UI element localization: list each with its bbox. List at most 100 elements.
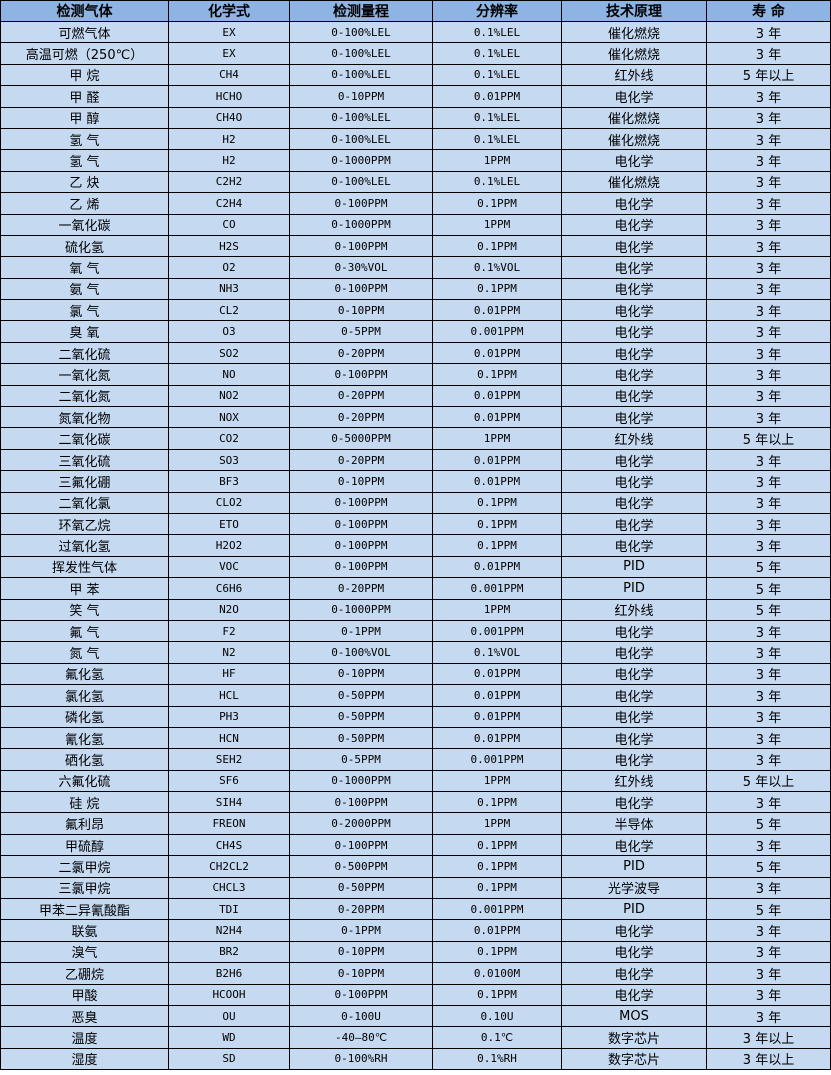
- table-row: 甲苯二异氰酸酯 TDI 0-20PPM 0.001PPM PID 5 年: [0, 898, 831, 921]
- cell-formula: H2O2: [168, 534, 290, 557]
- cell-gas: 氟利昂: [0, 812, 169, 835]
- table-row: 磷化氢 PH3 0-50PPM 0.01PPM 电化学 3 年: [0, 705, 831, 728]
- cell-formula: TDI: [168, 898, 290, 921]
- cell-formula: NO2: [168, 384, 290, 408]
- cell-formula: HF: [168, 662, 290, 686]
- cell-gas: 二氧化硫: [0, 341, 169, 365]
- cell-gas: 氧 气: [0, 256, 169, 279]
- cell-lifetime: 3 年: [706, 641, 831, 664]
- cell-gas: 二氧化氮: [0, 384, 169, 408]
- cell-lifetime: 5 年: [706, 898, 831, 921]
- cell-principle: 电化学: [561, 320, 707, 343]
- cell-range: 0-30%VOL: [289, 256, 433, 279]
- cell-gas: 氯 气: [0, 299, 169, 322]
- table-row: 溴气 BR2 0-10PPM 0.1PPM 电化学 3 年: [0, 940, 831, 964]
- table-row: 三氟化硼 BF3 0-10PPM 0.01PPM 电化学 3 年: [0, 470, 831, 493]
- table-row: 臭 氧 O3 0-5PPM 0.001PPM 电化学 3 年: [0, 320, 831, 343]
- table-row: 湿度 SD 0-100%RH 0.1%RH 数字芯片 3 年以上: [0, 1047, 831, 1071]
- cell-resolution: 0.1PPM: [432, 833, 562, 857]
- cell-formula: SO3: [168, 448, 290, 472]
- cell-principle: 电化学: [561, 341, 707, 365]
- cell-gas: 甲酸: [0, 983, 169, 1006]
- cell-formula: SO2: [168, 341, 290, 365]
- cell-formula: N2O: [168, 598, 290, 621]
- cell-range: 0-1000PPM: [289, 769, 433, 793]
- cell-gas: 甲 醇: [0, 106, 169, 129]
- cell-range: 0-100PPM: [289, 555, 433, 579]
- table-body: 可燃气体 EX 0-100%LEL 0.1%LEL 催化燃烧 3 年高温可燃（250℃） E…: [0, 20, 831, 1071]
- table-row: 氟 气 F2 0-1PPM 0.001PPM 电化学 3 年: [0, 619, 831, 643]
- table-row: 二氧化碳 CO2 0-5000PPM 1PPM 红外线 5 年以上: [0, 427, 831, 450]
- cell-formula: EX: [168, 20, 290, 44]
- cell-gas: 环氧乙烷: [0, 512, 169, 536]
- table-row: 甲 醇 CH4O 0-100%LEL 0.1%LEL 催化燃烧 3 年: [0, 106, 831, 129]
- table-row: 氯化氢 HCL 0-50PPM 0.01PPM 电化学 3 年: [0, 684, 831, 707]
- cell-principle: 电化学: [561, 619, 707, 643]
- cell-gas: 二氧化碳: [0, 427, 169, 450]
- cell-formula: HCHO: [168, 85, 290, 108]
- header-gas: 检测气体: [0, 0, 169, 22]
- cell-formula: EX: [168, 42, 290, 65]
- cell-principle: 催化燃烧: [561, 20, 707, 44]
- cell-range: 0-10PPM: [289, 470, 433, 493]
- cell-gas: 湿度: [0, 1047, 169, 1071]
- table-row: 甲 苯 C6H6 0-20PPM 0.001PPM PID 5 年: [0, 577, 831, 600]
- cell-formula: CO2: [168, 427, 290, 450]
- cell-resolution: 0.1PPM: [432, 512, 562, 536]
- cell-formula: WD: [168, 1026, 290, 1049]
- cell-principle: 光学波导: [561, 876, 707, 900]
- cell-resolution: 0.01PPM: [432, 406, 562, 429]
- cell-gas: 乙 炔: [0, 170, 169, 194]
- cell-lifetime: 3 年: [706, 940, 831, 964]
- cell-range: 0-5PPM: [289, 748, 433, 771]
- table-row: 氯 气 CL2 0-10PPM 0.01PPM 电化学 3 年: [0, 299, 831, 322]
- table-row: 过氧化氢 H2O2 0-100PPM 0.1PPM 电化学 3 年: [0, 534, 831, 557]
- cell-principle: 电化学: [561, 534, 707, 557]
- cell-principle: 电化学: [561, 983, 707, 1006]
- cell-range: 0-100PPM: [289, 833, 433, 857]
- cell-principle: 红外线: [561, 769, 707, 793]
- cell-range: 0-10PPM: [289, 299, 433, 322]
- cell-lifetime: 3 年以上: [706, 1026, 831, 1049]
- cell-formula: NOX: [168, 406, 290, 429]
- cell-resolution: 0.01PPM: [432, 662, 562, 686]
- cell-lifetime: 3 年: [706, 876, 831, 900]
- cell-lifetime: 3 年: [706, 320, 831, 343]
- cell-range: 0-100PPM: [289, 512, 433, 536]
- cell-resolution: 0.1PPM: [432, 491, 562, 514]
- cell-gas: 三氯甲烷: [0, 876, 169, 900]
- cell-formula: HCL: [168, 684, 290, 707]
- table-row: 氢 气 H2 0-1000PPM 1PPM 电化学 3 年: [0, 149, 831, 172]
- cell-gas: 挥发性气体: [0, 555, 169, 579]
- cell-range: 0-50PPM: [289, 726, 433, 750]
- cell-range: 0-10PPM: [289, 662, 433, 686]
- table-row: 恶臭 OU 0-100U 0.10U MOS 3 年: [0, 1004, 831, 1028]
- header-principle: 技术原理: [561, 0, 707, 22]
- cell-gas: 氯化氢: [0, 684, 169, 707]
- cell-principle: 半导体: [561, 812, 707, 835]
- table-row: 二氯甲烷 CH2CL2 0-500PPM 0.1PPM PID 5 年: [0, 855, 831, 878]
- cell-gas: 一氧化氮: [0, 363, 169, 386]
- cell-resolution: 0.1%LEL: [432, 63, 562, 87]
- table-row: 高温可燃（250℃） EX 0-100%LEL 0.1%LEL 催化燃烧 3 年: [0, 42, 831, 65]
- cell-gas: 臭 氧: [0, 320, 169, 343]
- cell-principle: 电化学: [561, 448, 707, 472]
- cell-range: -40—80℃: [289, 1026, 433, 1049]
- cell-formula: HCOOH: [168, 983, 290, 1006]
- cell-resolution: 0.01PPM: [432, 470, 562, 493]
- cell-range: 0-100%RH: [289, 1047, 433, 1071]
- cell-resolution: 0.01PPM: [432, 726, 562, 750]
- cell-lifetime: 3 年: [706, 299, 831, 322]
- cell-gas: 甲硫醇: [0, 833, 169, 857]
- table-row: 六氟化硫 SF6 0-1000PPM 1PPM 红外线 5 年以上: [0, 769, 831, 793]
- cell-resolution: 0.1PPM: [432, 983, 562, 1006]
- cell-formula: H2S: [168, 234, 290, 258]
- table-row: 氟利昂 FREON 0-2000PPM 1PPM 半导体 5 年: [0, 812, 831, 835]
- table-row: 氢 气 H2 0-100%LEL 0.1%LEL 催化燃烧 3 年: [0, 127, 831, 151]
- cell-lifetime: 3 年: [706, 491, 831, 514]
- table-row: 环氧乙烷 ETO 0-100PPM 0.1PPM 电化学 3 年: [0, 512, 831, 536]
- cell-principle: 电化学: [561, 256, 707, 279]
- cell-gas: 氮氧化物: [0, 406, 169, 429]
- cell-resolution: 1PPM: [432, 213, 562, 236]
- cell-resolution: 0.1%VOL: [432, 641, 562, 664]
